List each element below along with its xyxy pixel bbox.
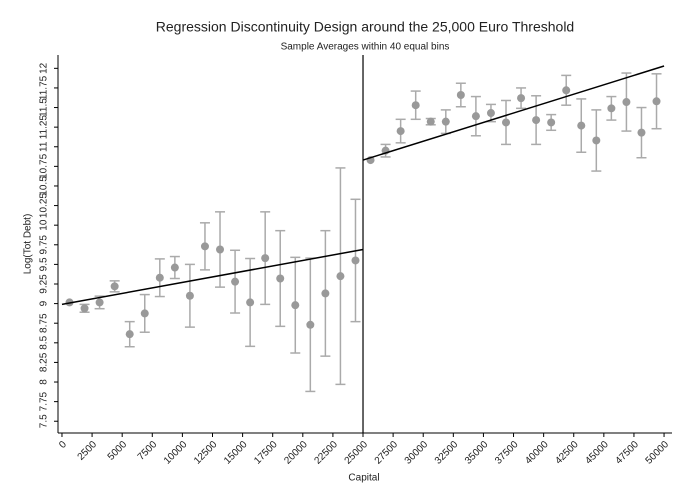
point xyxy=(185,291,194,300)
x-tick-label: 35000 xyxy=(463,439,491,467)
point xyxy=(607,104,616,113)
x-tick-label: 50000 xyxy=(644,439,672,467)
point xyxy=(110,282,119,291)
x-tick-label: 17500 xyxy=(252,439,280,467)
x-tick-label: 22500 xyxy=(312,439,340,467)
point xyxy=(622,98,631,107)
point xyxy=(321,289,330,298)
point xyxy=(396,127,405,136)
y-axis-label: Log(Tot Debt) xyxy=(23,214,34,275)
x-tick-label: 47500 xyxy=(613,439,641,467)
point xyxy=(441,117,450,126)
y-tick-label: 7.75 xyxy=(39,391,50,411)
x-tick-label: 42500 xyxy=(553,439,581,467)
point xyxy=(351,256,360,265)
x-tick-label: 2500 xyxy=(76,439,100,463)
fit-line xyxy=(362,65,665,161)
point xyxy=(562,86,571,95)
point xyxy=(532,116,541,125)
point xyxy=(471,112,480,121)
x-tick-label: 10000 xyxy=(162,439,190,467)
y-tick-label: 10.75 xyxy=(39,153,50,178)
y-tick-label: 9.5 xyxy=(39,257,50,271)
point xyxy=(276,274,285,283)
chart-subtitle: Sample Averages within 40 equal bins xyxy=(281,42,450,53)
x-tick-label: 0 xyxy=(57,439,69,451)
point xyxy=(306,320,315,329)
point xyxy=(517,94,526,103)
x-tick-label: 7500 xyxy=(136,439,160,463)
point xyxy=(336,272,345,281)
y-tick-label: 10 xyxy=(39,219,50,231)
point xyxy=(170,263,179,272)
point xyxy=(577,121,586,130)
x-tick-label: 15000 xyxy=(222,439,250,467)
x-tick-label: 27500 xyxy=(373,439,401,467)
chart-title: Regression Discontinuity Design around t… xyxy=(156,19,574,35)
y-tick-label: 11 xyxy=(39,141,50,152)
y-tick-label: 8.25 xyxy=(39,352,50,372)
fit-line xyxy=(61,248,364,306)
x-tick-label: 12500 xyxy=(192,439,220,467)
y-tick-label: 9.25 xyxy=(39,274,50,294)
y-tick-label: 7.5 xyxy=(39,414,50,428)
point xyxy=(125,330,134,339)
point xyxy=(95,298,104,307)
y-tick-label: 11.75 xyxy=(39,75,50,100)
x-tick-label: 37500 xyxy=(493,439,521,467)
point xyxy=(652,97,661,106)
point xyxy=(155,273,164,282)
y-tick-label: 10.25 xyxy=(39,193,50,218)
point xyxy=(456,90,465,99)
x-tick-label: 45000 xyxy=(583,439,611,467)
y-tick-label: 8.75 xyxy=(39,313,50,333)
point xyxy=(547,118,556,127)
point xyxy=(592,136,601,145)
y-tick-label: 9 xyxy=(39,300,50,306)
point xyxy=(140,309,149,318)
x-axis-label: Capital xyxy=(348,473,379,484)
point xyxy=(291,301,300,310)
point xyxy=(426,117,435,126)
point xyxy=(502,118,511,127)
x-tick-label: 5000 xyxy=(106,439,130,463)
point xyxy=(637,128,646,137)
point xyxy=(231,277,240,286)
y-tick-label: 11.25 xyxy=(39,115,50,140)
point xyxy=(80,304,89,313)
point xyxy=(261,254,270,263)
x-tick-label: 20000 xyxy=(282,439,310,467)
point xyxy=(486,109,495,118)
y-tick-label: 11.5 xyxy=(39,98,50,117)
y-tick-label: 8 xyxy=(39,379,50,385)
x-tick-label: 40000 xyxy=(523,439,551,467)
y-tick-label: 9.75 xyxy=(39,235,50,255)
point xyxy=(411,101,420,110)
point xyxy=(246,298,255,307)
point xyxy=(200,242,209,251)
y-tick-label: 10.5 xyxy=(39,176,50,196)
x-tick-label: 25000 xyxy=(343,439,371,467)
y-tick-label: 12 xyxy=(39,62,50,74)
y-tick-label: 8.5 xyxy=(39,335,50,349)
x-tick-label: 32500 xyxy=(433,439,461,467)
point xyxy=(216,245,225,254)
x-tick-label: 30000 xyxy=(403,439,431,467)
